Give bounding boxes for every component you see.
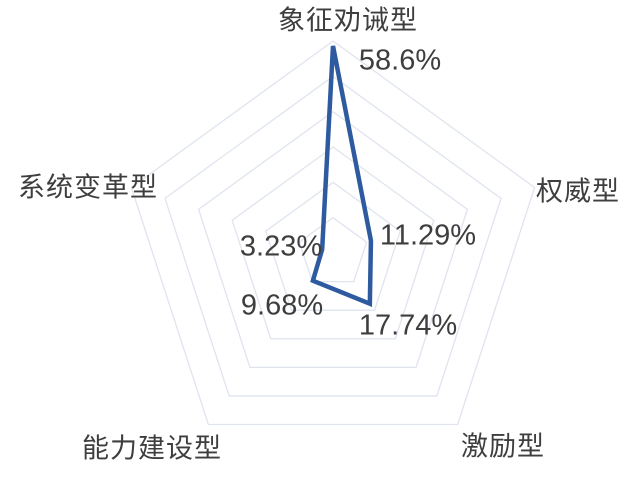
data-series-polygon (310, 45, 374, 308)
grid-ring-6 (130, 40, 536, 426)
grid-ring-4 (197, 110, 469, 368)
axis-label-system-change: 系统变革型 (18, 172, 158, 203)
axis-label-capacity: 能力建设型 (82, 433, 222, 464)
grid-ring-2 (265, 181, 401, 311)
data-label-authority: 11.29% (379, 219, 477, 252)
grid-ring-3 (231, 146, 435, 340)
grid-ring-1 (298, 216, 368, 283)
axis-label-authority: 权威型 (536, 176, 620, 207)
axis-label-symbolic: 象征劝诫型 (278, 5, 418, 36)
data-label-symbolic: 58.6% (358, 44, 442, 77)
data-label-system-change: 3.23% (239, 230, 323, 263)
axis-label-incentive: 激励型 (461, 431, 545, 462)
data-label-incentive: 17.74% (358, 309, 458, 342)
grid-ring-5 (164, 75, 502, 397)
data-label-capacity: 9.68% (240, 289, 324, 322)
